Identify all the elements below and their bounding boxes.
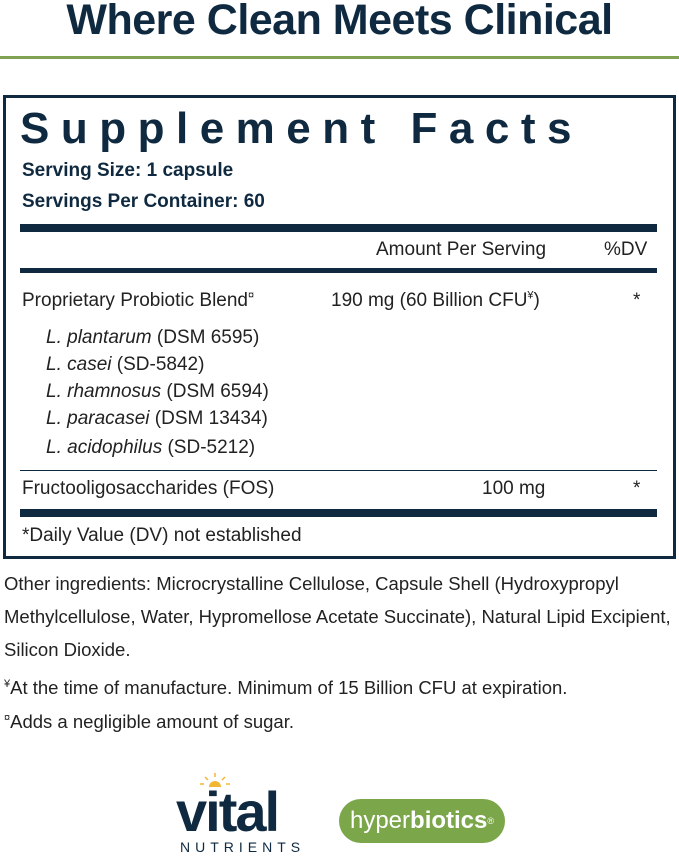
row-name: Fructooligosaccharides (FOS) <box>22 478 275 499</box>
thick-divider <box>20 224 657 232</box>
strain: L. rhamnosus (DSM 6594) <box>46 381 269 402</box>
thick-divider <box>20 509 657 517</box>
nutrients-wordmark: NUTRIENTS <box>180 839 306 855</box>
other-ingredients: Methylcellulose, Water, Hypromellose Ace… <box>4 606 671 627</box>
row-name: Proprietary Probiotic Blend¤ <box>22 289 255 311</box>
column-dv: %DV <box>604 239 648 260</box>
facts-title: Supplement Facts <box>20 104 583 153</box>
row-dv: * <box>633 478 641 499</box>
row-amount: 190 mg (60 Billion CFU¥) <box>331 289 540 311</box>
serving-size: Serving Size: 1 capsule <box>22 160 234 181</box>
strain: L. plantarum (DSM 6595) <box>46 327 260 348</box>
other-ingredients: Other ingredients: Microcrystalline Cell… <box>4 573 619 594</box>
servings-per-container: Servings Per Container: 60 <box>22 191 265 212</box>
sun-icon <box>200 773 230 787</box>
note-sugar: ¤Adds a negligible amount of sugar. <box>4 711 294 732</box>
thin-divider <box>20 470 657 471</box>
strain: L. acidophilus (SD-5212) <box>46 437 256 458</box>
note-cfu: ¥At the time of manufacture. Minimum of … <box>4 677 568 698</box>
divider <box>20 268 657 273</box>
strain: L. paracasei (DSM 13434) <box>46 408 268 429</box>
footnote: *Daily Value (DV) not established <box>22 525 302 546</box>
row-amount: 100 mg <box>482 478 546 499</box>
supplement-facts-panel <box>3 95 676 559</box>
column-amount: Amount Per Serving <box>376 239 547 260</box>
row-dv: * <box>633 290 641 311</box>
divider <box>0 56 679 59</box>
other-ingredients: Silicon Dioxide. <box>4 639 131 660</box>
strain: L. casei (SD-5842) <box>46 354 205 375</box>
page-title: Where Clean Meets Clinical <box>66 0 613 44</box>
hyperbiotics-logo: hyper biotics ® <box>339 799 505 843</box>
vital-nutrients-logo: vital <box>176 780 280 843</box>
